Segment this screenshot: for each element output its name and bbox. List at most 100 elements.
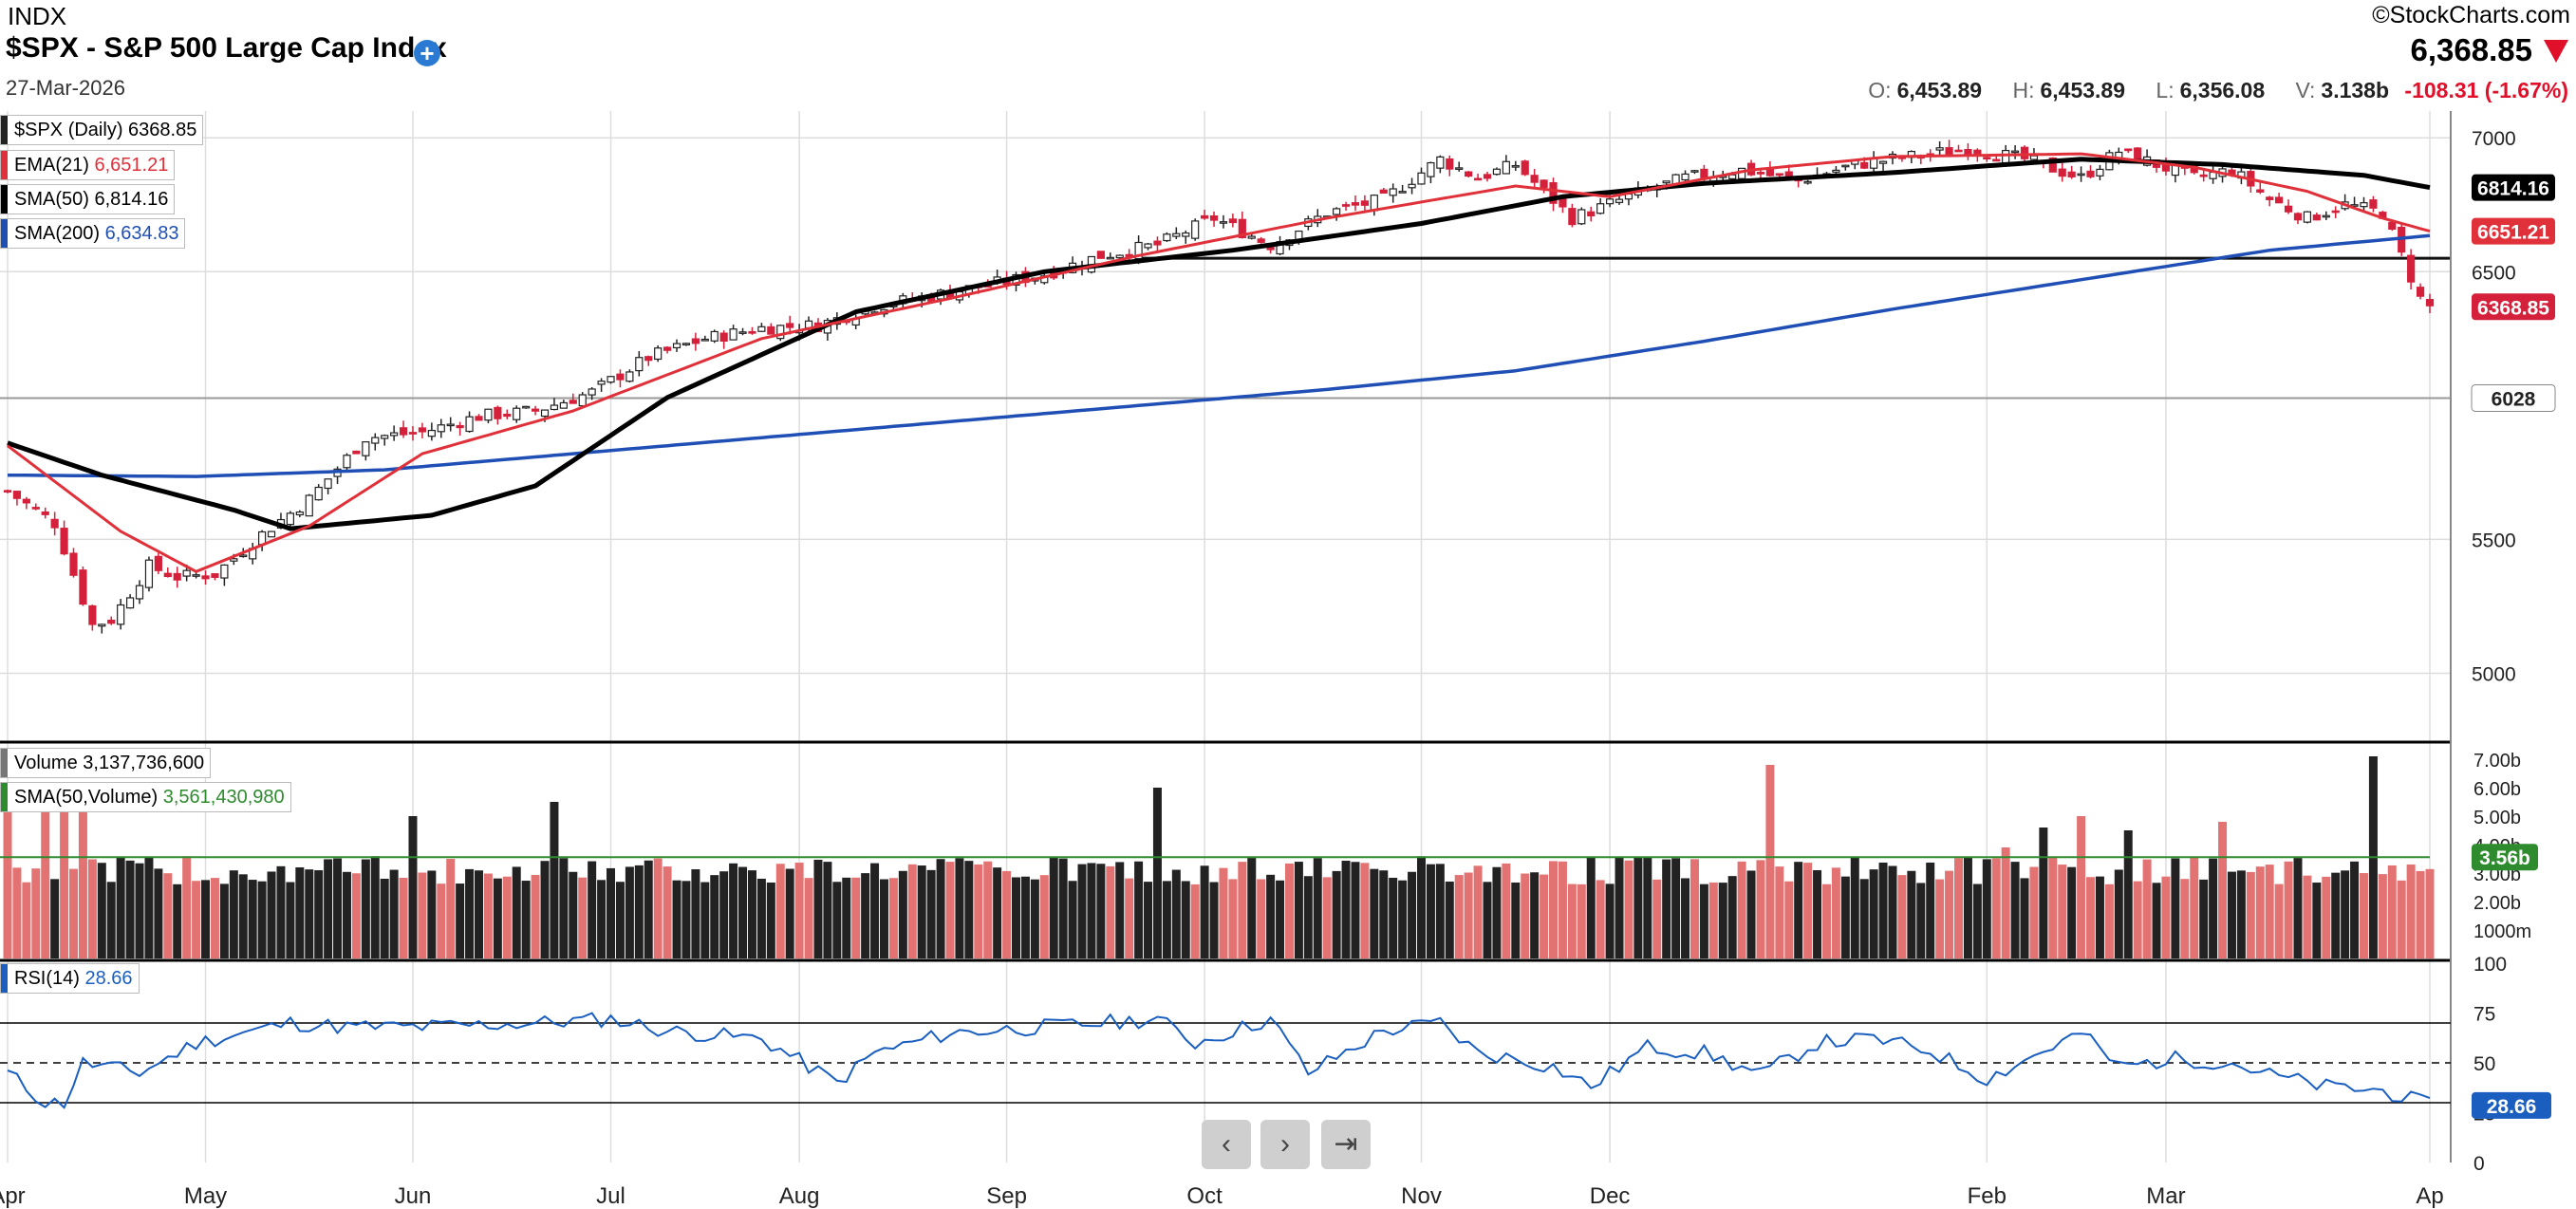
candle-body — [1596, 203, 1605, 214]
candle-body — [1182, 232, 1190, 237]
volume-bar — [1228, 879, 1238, 958]
scroll-left-button[interactable]: ‹ — [1202, 1120, 1251, 1169]
candle-body — [2067, 171, 2076, 177]
candle-body — [654, 347, 663, 361]
candle-body — [1473, 177, 1483, 181]
legend-sma200-label: SMA(200) — [14, 223, 101, 244]
volume-bar — [154, 868, 163, 958]
volume-bar — [1171, 869, 1181, 958]
volume-bar — [1765, 765, 1775, 958]
brand-logo[interactable]: ©StockCharts.com — [2372, 2, 2570, 28]
candle-body — [408, 432, 418, 435]
candle-body — [644, 356, 653, 362]
volume-bar — [1681, 878, 1690, 958]
volume-bar — [2397, 880, 2406, 958]
scroll-right-button[interactable]: › — [1260, 1120, 1310, 1169]
candle-body — [625, 371, 634, 382]
volume-bar — [1125, 878, 1134, 958]
x-tick-label: Oct — [1186, 1183, 1223, 1209]
candle-body — [2275, 196, 2284, 204]
legend-swatch — [1, 219, 8, 248]
volume-bar — [1370, 868, 1379, 958]
candle-body — [79, 569, 87, 605]
candle-body — [1398, 191, 1407, 194]
volume-bar — [2114, 869, 2123, 958]
volume-bar — [597, 880, 607, 958]
volume-bar — [775, 864, 785, 958]
volume-bar — [1144, 882, 1153, 958]
volume-bar — [351, 873, 361, 958]
candle-body — [3, 490, 12, 493]
candle-body — [1257, 238, 1265, 243]
y-tick-label: 6500 — [2472, 262, 2516, 284]
volume-bar — [1483, 882, 1492, 958]
volume-value: 3.138b — [2321, 78, 2390, 102]
rsi-line — [7, 1012, 2431, 1109]
candle-body — [1973, 149, 1982, 156]
candle-body — [1172, 232, 1181, 237]
symbol-title: $SPX - S&P 500 Large Cap Index — [6, 32, 447, 64]
y-tick-label: 5500 — [2472, 530, 2516, 551]
candle-body — [1219, 221, 1228, 224]
volume-bar — [31, 868, 41, 958]
legend-swatch — [1, 116, 8, 144]
volume-bar — [1689, 859, 1699, 958]
volume-bar — [370, 856, 380, 958]
candle-body — [776, 325, 785, 340]
candle-body — [1144, 243, 1152, 249]
candle-body — [286, 512, 294, 526]
volume-bar — [1577, 884, 1586, 958]
candle-body — [2010, 150, 2020, 154]
candle-body — [1954, 149, 1963, 153]
volume-bar — [389, 869, 399, 958]
legend-volume: Volume 3,137,736,600 — [0, 748, 212, 778]
price-value-badge-text: 6028 — [2492, 388, 2536, 410]
volume-bar — [1633, 857, 1643, 958]
volume-bar — [747, 870, 756, 958]
volume-bar — [861, 873, 870, 958]
volume-bar — [333, 858, 343, 958]
volume-bar — [493, 878, 502, 958]
candle-body — [2312, 214, 2321, 221]
volume-bar — [1398, 880, 1408, 958]
volume-bar — [2010, 862, 2020, 958]
volume-bar — [1152, 788, 1162, 958]
volume-bar — [1991, 858, 2001, 958]
volume-bar — [163, 873, 173, 958]
volume-bar — [2077, 816, 2086, 958]
add-symbol-button[interactable]: + — [414, 40, 440, 66]
candle-body — [239, 554, 248, 558]
x-tick-label: Jul — [596, 1183, 625, 1209]
volume-bar — [1351, 862, 1360, 958]
candle-body — [2284, 205, 2293, 213]
y-tick-label: 7000 — [2472, 128, 2516, 150]
volume-bar — [521, 881, 531, 958]
candle-body — [390, 432, 399, 437]
volume-bar — [1935, 879, 1945, 958]
candle-body — [2425, 299, 2435, 307]
volume-bar — [2227, 871, 2236, 958]
candle-body — [1559, 197, 1567, 208]
volume-bar — [2387, 865, 2397, 958]
volume-bar — [1426, 864, 1435, 958]
volume-bar — [97, 863, 106, 958]
volume-bar — [276, 865, 286, 958]
volume-bar — [210, 878, 219, 958]
candle-body — [50, 518, 59, 529]
volume-bar — [2416, 870, 2425, 958]
volume-bar — [851, 877, 861, 958]
volume-bar — [879, 879, 888, 958]
volume-bar — [1200, 865, 1209, 958]
rsi-tick-label: 100 — [2473, 954, 2507, 976]
candle-body — [1803, 180, 1812, 184]
volume-bar — [1332, 870, 1341, 958]
scroll-end-button[interactable]: ⇥ — [1321, 1120, 1371, 1169]
x-tick-label: Dec — [1590, 1183, 1631, 1209]
volume-bar — [1727, 876, 1737, 958]
sma50-line — [7, 157, 2431, 531]
volume-bar — [540, 861, 550, 958]
x-tick-label: Ap — [2416, 1183, 2443, 1209]
volume-bar — [2020, 878, 2029, 958]
volume-bar — [286, 882, 295, 958]
